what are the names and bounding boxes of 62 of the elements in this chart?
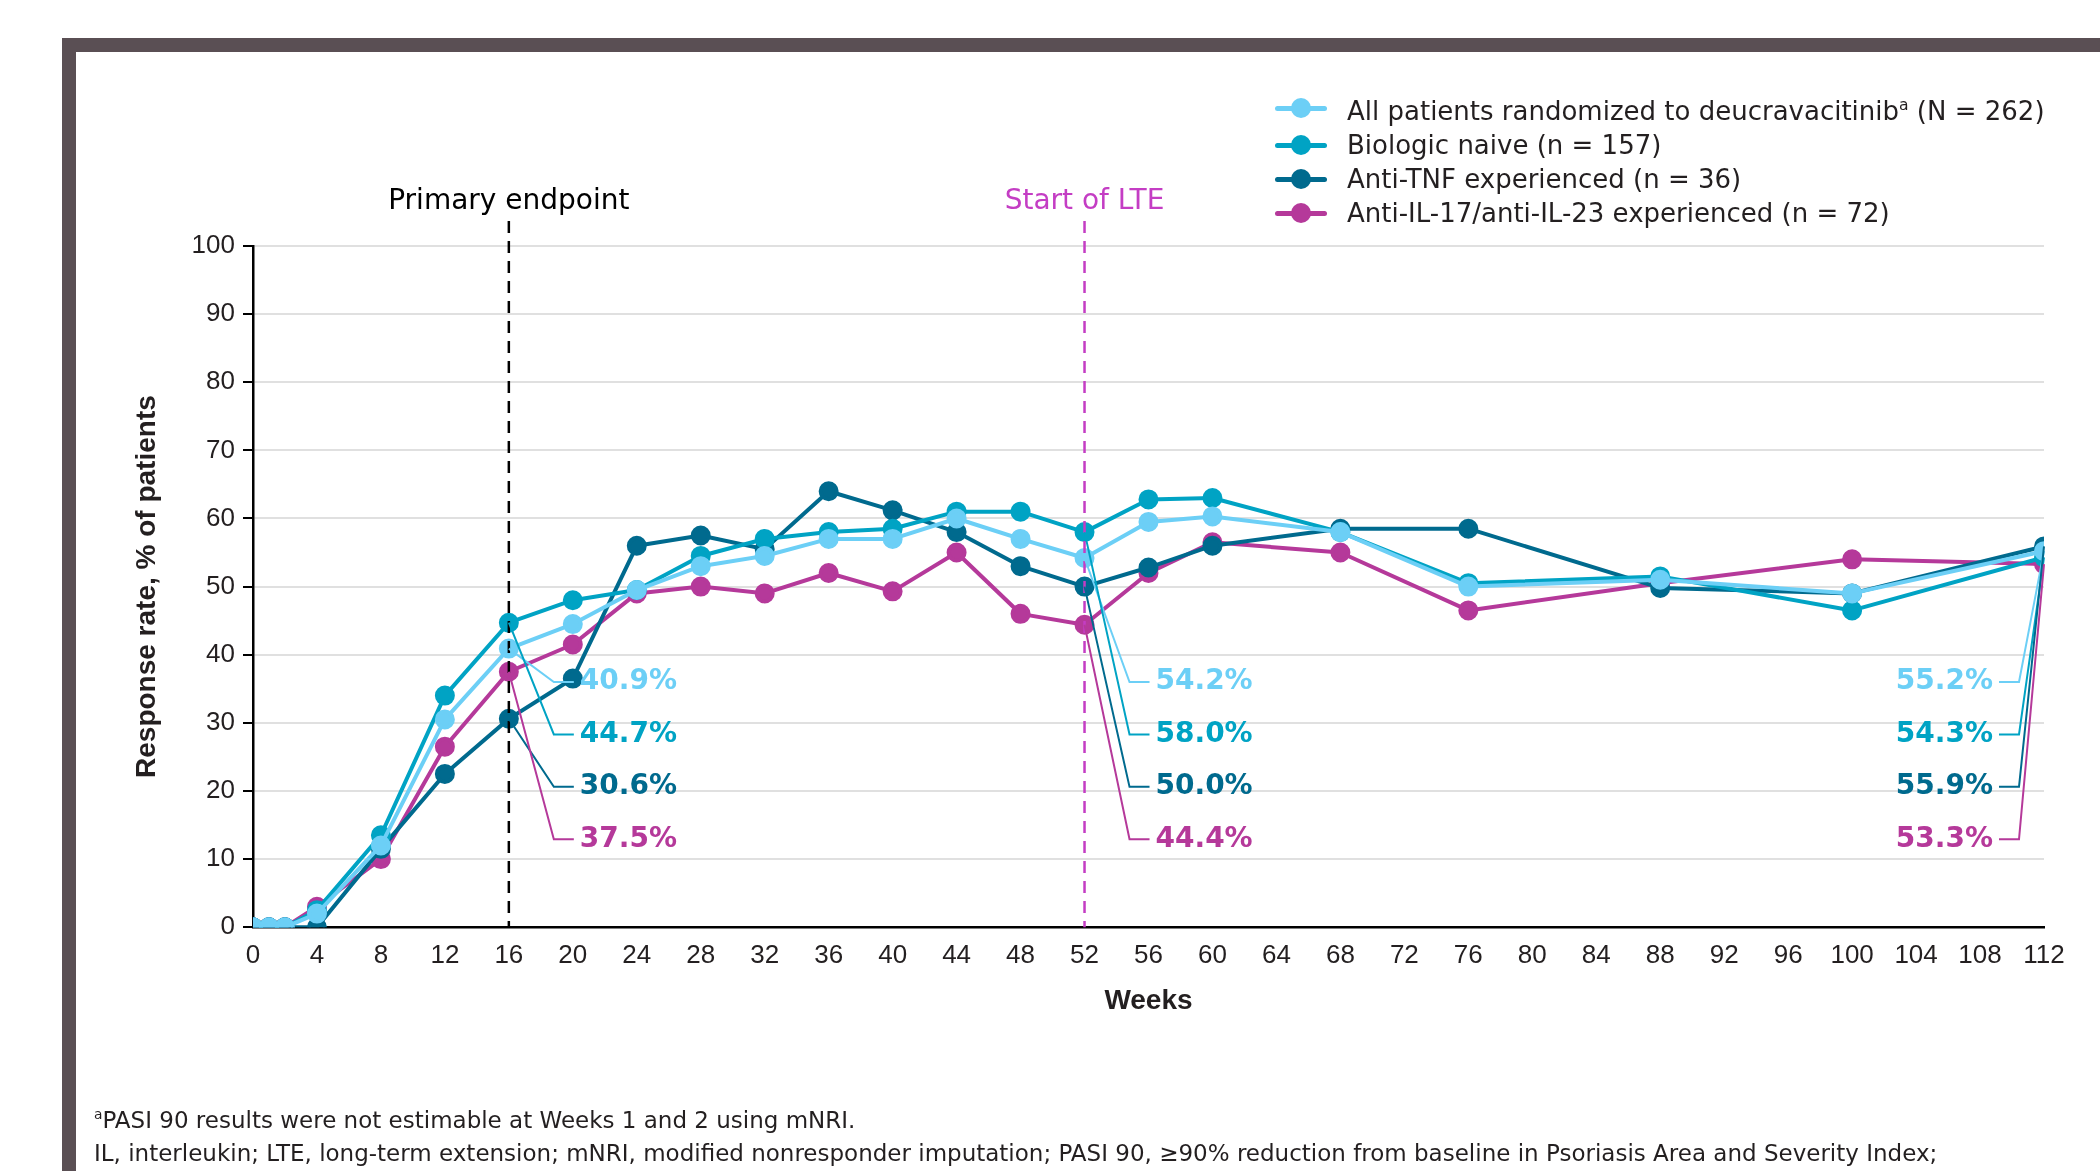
- data-label: 40.9%: [579, 663, 677, 697]
- x-tick-label: 108: [1958, 938, 2002, 969]
- y-tick-label: 10: [206, 842, 235, 873]
- x-tick-label: 8: [373, 938, 389, 969]
- x-tick-label: 100: [1830, 938, 1874, 969]
- x-tick-label: 112: [2023, 938, 2065, 969]
- y-tick-label: 70: [206, 433, 235, 464]
- x-tick-label: 72: [1389, 938, 1419, 969]
- x-tick-label: 104: [1894, 938, 1938, 969]
- legend-label: Anti-TNF experienced (n = 36): [1347, 162, 1742, 196]
- legend-label: All patients randomized to deucravacitinib$^{a}$ (N = 262): [1347, 94, 2045, 128]
- data-label: 54.3%: [1895, 715, 1993, 749]
- y-tick-label: 90: [206, 297, 235, 328]
- x-tick-label: 12: [430, 938, 460, 969]
- y-tick-label: 50: [206, 569, 235, 600]
- x-tick-label: 76: [1453, 938, 1483, 969]
- x-tick-label: 44: [942, 938, 972, 969]
- y-tick-label: 30: [206, 706, 235, 737]
- data-label: 54.2%: [1155, 663, 1253, 697]
- y-tick-label: 0: [220, 910, 235, 941]
- x-tick-label: 92: [1709, 938, 1739, 969]
- data-label: 44.4%: [1155, 820, 1253, 854]
- legend-label: Biologic naive (n = 157): [1347, 128, 1662, 162]
- data-label: 50.0%: [1155, 768, 1253, 802]
- x-tick-label: 20: [558, 938, 588, 969]
- legend-label: Anti-IL-17/anti-IL-23 experienced (n = 72): [1347, 196, 1890, 230]
- x-tick-label: 64: [1261, 938, 1291, 969]
- x-tick-label: 68: [1325, 938, 1355, 969]
- y-tick-label: 20: [206, 774, 235, 805]
- x-tick-label: 0: [245, 938, 261, 969]
- x-tick-label: 40: [878, 938, 908, 969]
- data-label: 55.9%: [1895, 768, 1993, 802]
- x-tick-label: 80: [1517, 938, 1547, 969]
- x-tick-label: 48: [1006, 938, 1036, 969]
- data-label: 55.2%: [1895, 663, 1993, 697]
- text: IL, interleukin; LTE, long-term extension; mNRI, modified nonresponder imputation; PASI 90, ≥90% reduction from baseline in Psoriasis Area and Severity Index;: [94, 1138, 1938, 1168]
- y-tick-label: 80: [206, 365, 235, 396]
- data-label: 44.7%: [579, 715, 677, 749]
- ref-line-label: Primary endpoint: [388, 183, 630, 217]
- y-tick-label: 100: [191, 229, 235, 260]
- data-label: 37.5%: [579, 820, 677, 854]
- y-tick-label: 40: [206, 637, 235, 668]
- data-label: 53.3%: [1895, 820, 1993, 854]
- x-axis-title: Weeks: [1104, 983, 1193, 1015]
- x-tick-label: 96: [1773, 938, 1803, 969]
- x-tick-label: 84: [1581, 938, 1611, 969]
- x-tick-label: 16: [494, 938, 524, 969]
- x-tick-label: 24: [622, 938, 652, 969]
- x-tick-label: 28: [686, 938, 716, 969]
- x-tick-label: 88: [1645, 938, 1675, 969]
- data-label: 58.0%: [1155, 715, 1253, 749]
- x-tick-label: 4: [309, 938, 325, 969]
- x-tick-label: 56: [1134, 938, 1163, 969]
- data-label: 30.6%: [579, 768, 677, 802]
- ref-line-label: Start of LTE: [1004, 183, 1165, 217]
- x-tick-label: 32: [750, 938, 780, 969]
- y-tick-label: 60: [206, 501, 235, 532]
- y-axis-title: Response rate, % of patients: [129, 395, 161, 778]
- x-tick-label: 60: [1197, 938, 1227, 969]
- text: $^{a}$PASI 90 results were not estimable at Weeks 1 and 2 using mNRI.: [94, 1105, 857, 1135]
- x-tick-label: 52: [1070, 938, 1099, 969]
- x-tick-label: 36: [814, 938, 844, 969]
